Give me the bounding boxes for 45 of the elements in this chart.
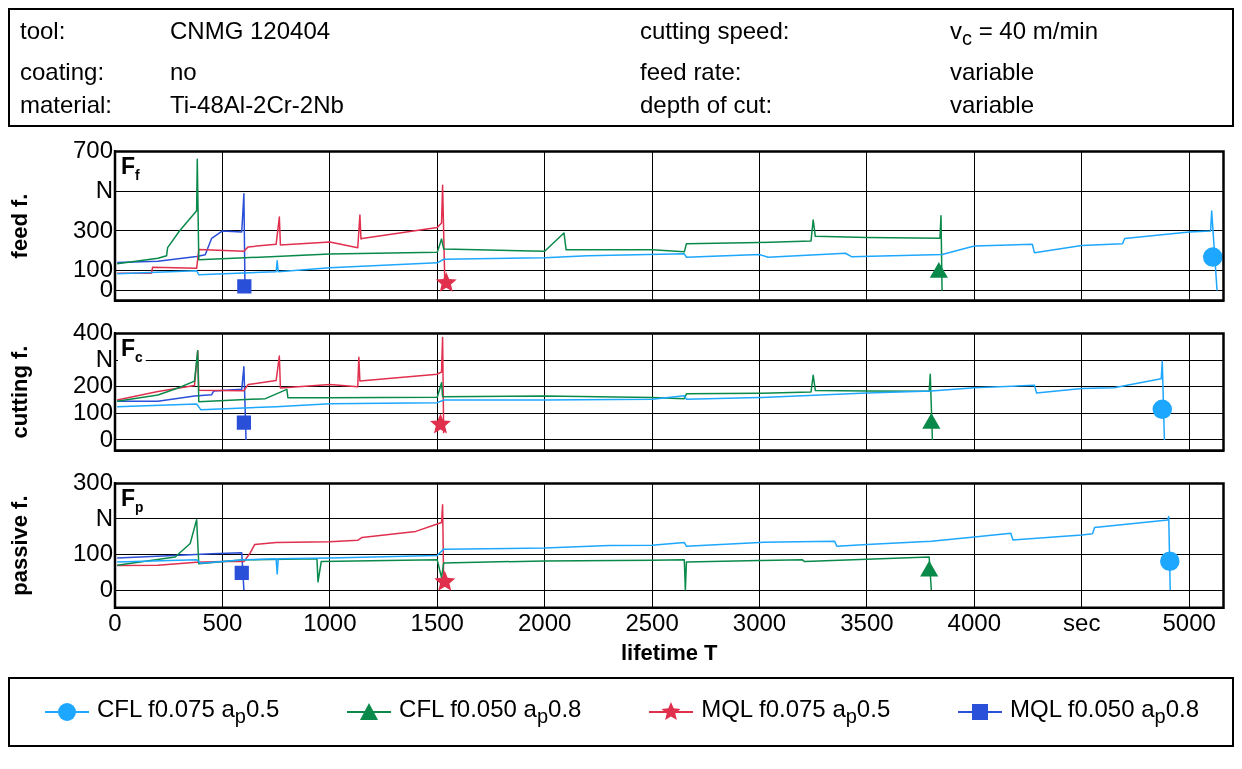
x-tick-label: 1500 (410, 608, 464, 636)
y-tick-label: N (95, 344, 113, 372)
text: depth of cut: (640, 89, 774, 120)
x-tick-label: 3500 (840, 608, 894, 636)
text: variable (950, 89, 1036, 120)
y-tick-label: 300 (72, 215, 113, 243)
y-tick-label: 700 (72, 135, 113, 163)
text: Ti-48Al-2Cr-2Nb (170, 89, 345, 120)
y-tick-label: 100 (72, 397, 113, 425)
y-tick-label: N (95, 503, 113, 531)
text: CNMG 120404 (170, 16, 332, 46)
x-tick-label: sec (1063, 608, 1101, 636)
text: no (170, 56, 198, 87)
legend-label: MQL f0.075 a$_{p}$0.5 (701, 695, 891, 729)
y-tick-label: 200 (72, 371, 113, 399)
x-tick-label: 3000 (732, 608, 787, 636)
y-tick-label: 300 (72, 467, 113, 495)
y-axis-title: passive f. (7, 495, 33, 596)
point (237, 278, 252, 294)
text: feed rate: (640, 56, 743, 87)
text: material: (20, 89, 114, 120)
x-tick-label: 2500 (625, 608, 679, 636)
point (435, 271, 457, 292)
y-axis-title: cutting f. (7, 345, 33, 439)
y-tick-label: 0 (99, 574, 113, 602)
x-tick-label: 2000 (517, 608, 572, 636)
y-tick-label: 0 (99, 424, 113, 452)
point (930, 262, 948, 278)
x-tick-label: 500 (202, 608, 243, 636)
x-tick-label: 5000 (1162, 608, 1216, 636)
text: coating: (20, 56, 106, 87)
legend-label: MQL f0.050 a$_{p}$0.8 (1010, 695, 1200, 729)
y-tick-label: 100 (72, 538, 113, 566)
legend-label: CFL f0.050 a$_{p}$0.8 (399, 695, 582, 729)
text: tool: (20, 16, 67, 46)
y-tick-label: N (95, 175, 113, 203)
x-tick-label: 4000 (947, 608, 1001, 636)
y-axis-title: feed f. (7, 193, 33, 259)
text: cutting speed: (640, 16, 791, 46)
text: variable (950, 56, 1036, 87)
legend-label: CFL f0.075 a$_{p}$0.5 (96, 695, 280, 729)
y-tick-label: 400 (72, 317, 113, 345)
x-tick-label: 1000 (303, 608, 357, 636)
x-axis-title: lifetime T (620, 639, 719, 665)
text: v$_{c}$ = 40 m/min (950, 16, 1100, 51)
